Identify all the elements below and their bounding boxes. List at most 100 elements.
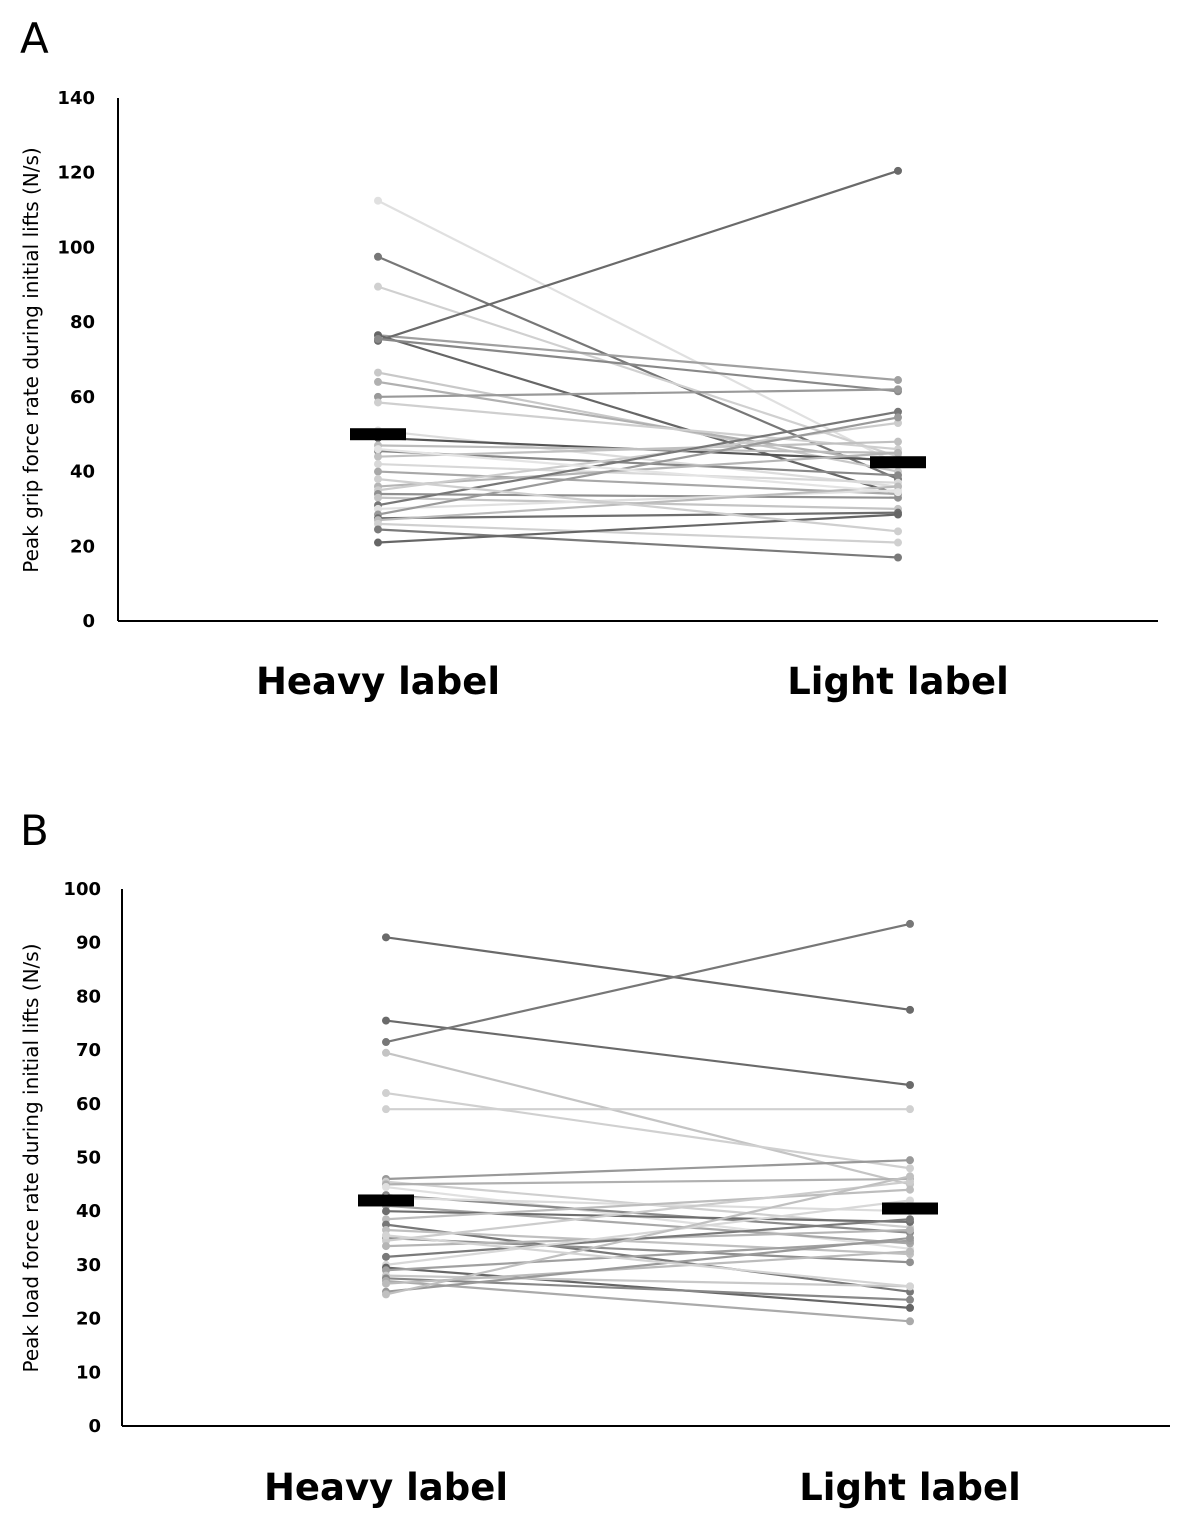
data-point [374,475,382,484]
data-point [894,553,902,562]
data-point [894,488,902,497]
category-label-light-b: Light label [799,1466,1021,1509]
panel-label-b: B [20,806,49,855]
y-tick-label-a: 40 [70,462,95,483]
data-point [382,1207,390,1216]
series-line [377,334,899,496]
series-line [385,1228,911,1256]
data-point [382,933,390,942]
series-line [377,477,899,533]
series-line [385,1175,911,1296]
y-tick-label-a: 20 [70,536,95,557]
data-point [374,504,382,513]
mean-marker-light-b [882,1202,938,1215]
series-line [385,1279,911,1323]
y-tick-label-b: 0 [88,1416,101,1437]
plot-a: 0 20 40 60 80 100 120 140 Peak grip force rate d… [19,88,1158,703]
series-line [385,1210,911,1224]
data-point [374,282,382,291]
data-point [382,1279,390,1288]
data-point [906,1225,914,1234]
data-point [906,919,914,928]
category-label-heavy-b: Heavy label [264,1466,508,1509]
category-label-heavy-a: Heavy label [256,660,500,703]
y-tick-label-a: 120 [57,163,95,184]
data-point [894,510,902,519]
y-tick-label-b: 40 [76,1201,101,1222]
series-line [385,1218,911,1258]
series-line [385,922,911,1044]
data-point [374,452,382,461]
plot-b: 0 10 20 30 40 50 60 70 80 90 100 Peak load force ra… [19,879,1170,1509]
data-point [906,1303,914,1312]
data-point [382,1252,390,1261]
series-line [377,485,899,522]
data-point [906,1317,914,1326]
y-tick-label-a: 60 [70,387,95,408]
data-point [894,527,902,536]
series-line [377,522,899,544]
data-point [906,1282,914,1291]
data-point [374,493,382,502]
series-line [377,416,899,516]
series-line [385,1019,911,1087]
data-point [906,1005,914,1014]
data-point [382,1089,390,1098]
data-point [906,1172,914,1181]
data-point [382,1183,390,1192]
y-tick-label-b: 100 [63,879,101,900]
series-line [377,528,899,559]
data-point [374,467,382,476]
data-point [374,377,382,386]
data-point [894,437,902,446]
data-point [382,1048,390,1057]
y-tick-label-b: 70 [76,1040,101,1061]
data-point [894,471,902,480]
series-line [377,410,899,507]
category-label-light-a: Light label [787,660,1009,703]
y-tick-label-a: 80 [70,312,95,333]
data-point [894,482,902,491]
series-line [377,489,899,511]
series-line [377,440,899,458]
series-line [377,463,899,484]
y-axis-label-b: Peak load force rate during initial lift… [19,943,43,1372]
data-point [374,392,382,401]
series-line [385,1159,911,1181]
data-point [906,1295,914,1304]
data-point [382,1038,390,1047]
data-point [906,1258,914,1267]
series-line [377,199,899,466]
data-point [894,448,902,457]
y-tick-label-a: 0 [82,611,95,632]
y-axis-label-a: Peak grip force rate during initial lift… [19,147,43,572]
y-tick-label-b: 20 [76,1309,101,1330]
data-point [906,1164,914,1173]
series-line [385,1091,911,1170]
series-line [385,1239,911,1272]
series-line [385,936,911,1011]
data-point [374,252,382,261]
data-point [382,1016,390,1025]
y-tick-label-b: 80 [76,986,101,1007]
data-point [906,1081,914,1090]
series-line [385,1223,911,1293]
data-point [894,376,902,385]
series-line [377,337,899,393]
data-point [906,1105,914,1114]
data-point [382,1105,390,1114]
data-point [906,1234,914,1243]
data-point [906,1247,914,1256]
data-point [374,525,382,534]
series-line [377,169,899,342]
data-point [382,1290,390,1299]
y-tick-label-b: 90 [76,933,101,954]
data-point [906,1156,914,1165]
series-line [385,1199,911,1266]
data-point [894,166,902,175]
series-line [385,1236,911,1293]
y-tick-label-a: 100 [57,237,95,258]
data-point [894,419,902,428]
data-point [906,1215,914,1224]
